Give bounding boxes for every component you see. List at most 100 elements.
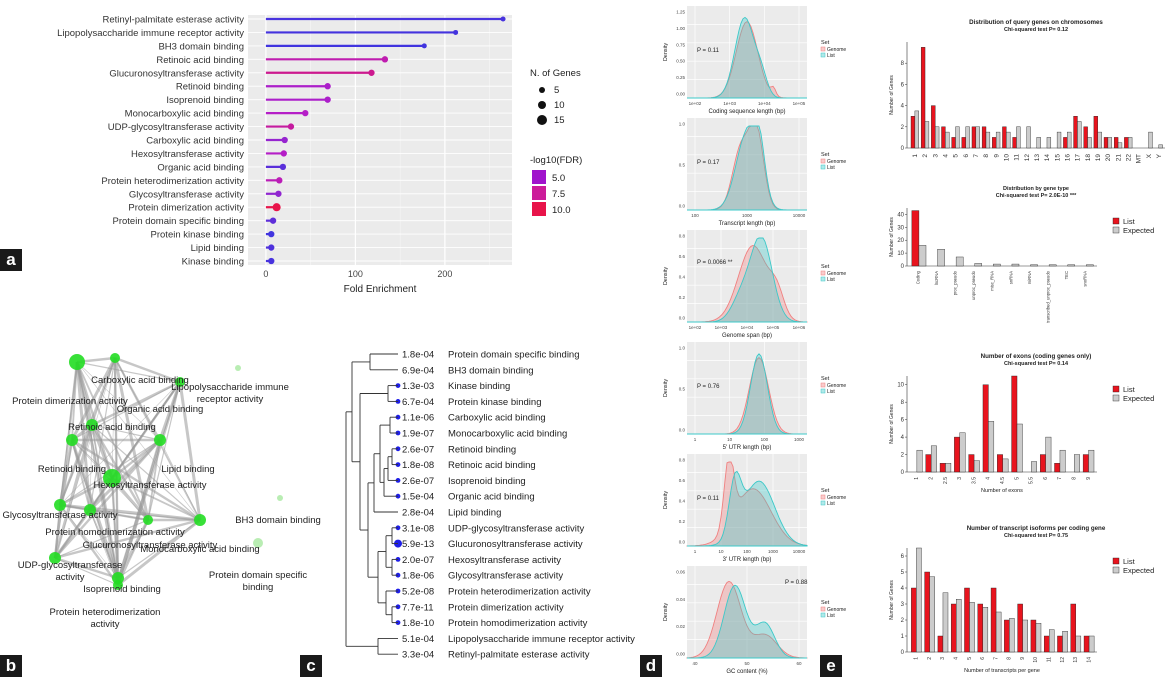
legend-swatch [1112,566,1120,574]
node-label: Retinoid binding [38,464,106,475]
x-tick-label: TEC [1064,271,1069,279]
bar [1117,142,1123,149]
leaf-fdr: 5.2e-08 [402,587,434,598]
network-node [175,377,185,387]
bar [945,463,952,473]
bar [973,460,980,473]
lollipop-point [275,190,282,197]
network-edge [76,361,181,383]
x-tick-label: 1e+04 [741,325,754,330]
bar [961,137,966,149]
bar [1067,131,1072,149]
y-tick-label: 0.50 [676,59,685,64]
bar [1011,263,1020,267]
bar [993,263,1001,267]
x-tick-label: 7 [1057,477,1063,480]
x-tick-label: 100 [691,213,699,218]
y-tick-label: 2 [901,125,905,131]
size-legend-label: 5 [554,85,559,96]
legend-label: Expected [1123,394,1154,403]
x-tick-label: 1e+02 [689,325,702,330]
leaf-fdr: 5.9e-13 [402,539,434,550]
leaf-fdr: 1.5e-04 [402,492,434,503]
bar [974,263,982,267]
y-tick-label: 20 [897,238,904,244]
density-curve [686,461,808,547]
y-axis-title: Number of Genes [889,217,895,257]
x-tick-label: 9 [993,154,1000,158]
leaf-label: Carboxylic acid binding [448,413,546,424]
bar [959,432,966,473]
lollipop-point [268,230,275,238]
y-tick-label: 1.25 [676,10,685,15]
lollipop-point [421,43,427,49]
x-tick-label: 10 [1004,154,1011,162]
y-tick-label: 0.0 [679,204,686,209]
x-tick-label: 19 [1095,154,1102,162]
bar [982,384,989,473]
x-axis-title: GC content (%) [726,669,767,675]
bar [981,126,987,149]
bar [1046,137,1052,149]
x-tick-label: 11 [1014,154,1021,161]
x-tick-label: 0 [263,269,268,279]
y-axis-title: Density [663,491,669,510]
bar [1002,458,1009,473]
legend-swatch [820,388,826,394]
y-tick-label: 0.02 [676,624,685,629]
leaf-label: Protein homodimerization activity [448,618,588,629]
bar [1012,137,1017,149]
y-tick-label: 0.2 [679,295,686,300]
bar [1009,618,1015,653]
legend-label: List [827,53,835,59]
node-label: Protein dimerization activity [12,396,128,407]
leaf-label: Retinyl-palmitate esterase activity [448,650,590,661]
panel-label-b: b [0,655,22,677]
leaf-label: Glycosyltransferase activity [448,571,563,582]
bar [1048,264,1057,267]
y-tick-label: 1.0 [679,346,686,351]
node-label: Protein domain specific [209,570,307,581]
node-label: activity [55,572,84,583]
lollipop-point [453,29,459,35]
p-value-label: P = 0.0066 ** [697,260,733,266]
category-label: Hexosyltransferase activity [131,149,244,160]
network-node [143,515,153,525]
x-tick-label: X [1146,153,1153,158]
lollipop-point [324,83,331,90]
size-legend-title: N. of Genes [530,68,581,79]
x-tick-label: 40 [692,661,698,666]
x-tick-label: 1000 [794,437,805,442]
leaf-label: UDP-glycosyltransferase activity [448,523,584,534]
bar [929,576,935,653]
node-label: receptor activity [197,394,264,405]
legend-swatch [820,606,826,612]
x-tick-label: 6 [1043,477,1049,480]
network-edge [53,424,94,559]
network-edge [70,357,117,441]
leaf-label: Organic acid binding [448,492,535,503]
legend-swatch [1112,557,1120,565]
bar [1063,137,1068,149]
y-tick-label: 4 [901,586,905,592]
category-label: Kinase binding [182,257,244,268]
x-axis-title: Coding sequence length (bp) [708,109,785,115]
density-curve [687,245,808,323]
category-label: Retinoic acid binding [156,55,244,66]
density-curve [687,584,807,659]
chart-title: Number of transcript isoforms per coding… [967,525,1106,532]
bar [911,587,917,653]
y-tick-label: 0.8 [679,458,686,463]
dendrogram-chart: 1.8e-04 Protein domain specific binding 6.… [345,350,635,661]
network-node [110,353,120,363]
density-charts: 1e+02 1e+03 1e+04 1e+050.000.250.500.751.00… [663,6,846,675]
network-node [86,419,98,431]
panel-b: Carboxylic acid binding Protein dimerizat… [0,330,330,677]
bar [1083,126,1088,149]
leaf-fdr: 7.7e-11 [402,602,434,613]
bar [1059,449,1066,473]
y-tick-label: 3 [901,602,905,608]
bar [1016,126,1021,149]
chart-subtitle: Chi-squared test P= 0.14 [1004,361,1069,367]
lollipop-point [280,150,287,157]
